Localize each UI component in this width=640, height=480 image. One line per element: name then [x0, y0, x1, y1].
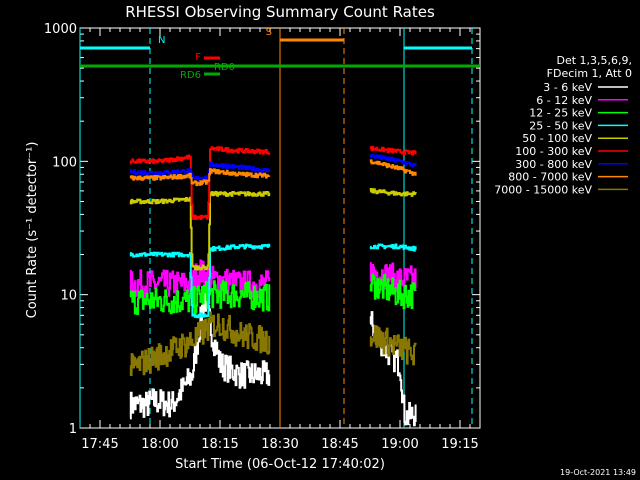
series-line-5	[129, 146, 271, 220]
chart-title: RHESSI Observing Summary Count Rates	[125, 3, 435, 21]
generated-timestamp: 19-Oct-2021 13:49	[560, 468, 636, 477]
x-tick-label: 18:15	[201, 437, 238, 452]
legend-entry-label: 3 - 6 keV	[543, 81, 592, 94]
legend-entry-label: 300 - 800 keV	[515, 158, 592, 171]
x-tick-label: 18:00	[141, 437, 178, 452]
y-tick-label: 1000	[44, 22, 77, 37]
x-tick-label: 19:15	[441, 437, 478, 452]
plot-area: 1 10 100 1000 17:45 18:00 18:15 18:30 18:45 19:00…	[44, 22, 481, 452]
series-line-2	[129, 280, 271, 315]
legend-entry-label: 800 - 7000 keV	[508, 171, 592, 184]
series-line-8	[129, 311, 271, 376]
y-tick-label: 1	[69, 422, 77, 437]
series-line-6	[369, 153, 417, 168]
series-line-5	[369, 145, 417, 156]
legend-title-line-1: Det 1,3,5,6,9,	[556, 54, 632, 67]
legend-entry-label: 100 - 300 keV	[515, 145, 592, 158]
x-tick-label: 19:00	[381, 437, 418, 452]
series-line-0	[129, 292, 271, 420]
series-line-6	[129, 161, 271, 181]
legend-entry-label: 25 - 50 keV	[529, 119, 592, 132]
series-line-7	[369, 159, 417, 176]
y-tick-label: 100	[52, 155, 77, 170]
legend: Det 1,3,5,6,9, FDecim 1, Att 0 3 - 6 keV…	[494, 54, 632, 196]
series-line-8	[369, 325, 417, 366]
series-line-7	[129, 168, 271, 187]
legend-entry-label: 12 - 25 keV	[529, 107, 592, 120]
annotation-label: S	[266, 27, 272, 38]
legend-entry-label: 6 - 12 keV	[536, 94, 592, 107]
series-line-3	[129, 243, 271, 319]
annotation-label: RD6	[180, 70, 201, 81]
x-tick-label: 18:45	[321, 437, 358, 452]
annotation-label: F	[195, 52, 201, 63]
series-line-3	[369, 243, 417, 252]
x-tick-label: 17:45	[81, 437, 118, 452]
y-tick-label: 10	[60, 289, 77, 304]
legend-entry-label: 7000 - 15000 keV	[494, 183, 592, 196]
annotation-label: N	[158, 35, 165, 46]
series-line-4	[369, 188, 417, 197]
legend-entry-label: 50 - 100 keV	[522, 132, 592, 145]
x-tick-label: 18:30	[261, 437, 298, 452]
y-axis-label: Count Rate (s⁻¹ detector⁻¹)	[25, 142, 40, 319]
series-line-4	[129, 190, 271, 271]
series-line-2	[369, 273, 417, 310]
x-axis-label: Start Time (06-Oct-12 17:40:02)	[175, 457, 385, 472]
legend-title-line-2: FDecim 1, Att 0	[547, 67, 632, 80]
